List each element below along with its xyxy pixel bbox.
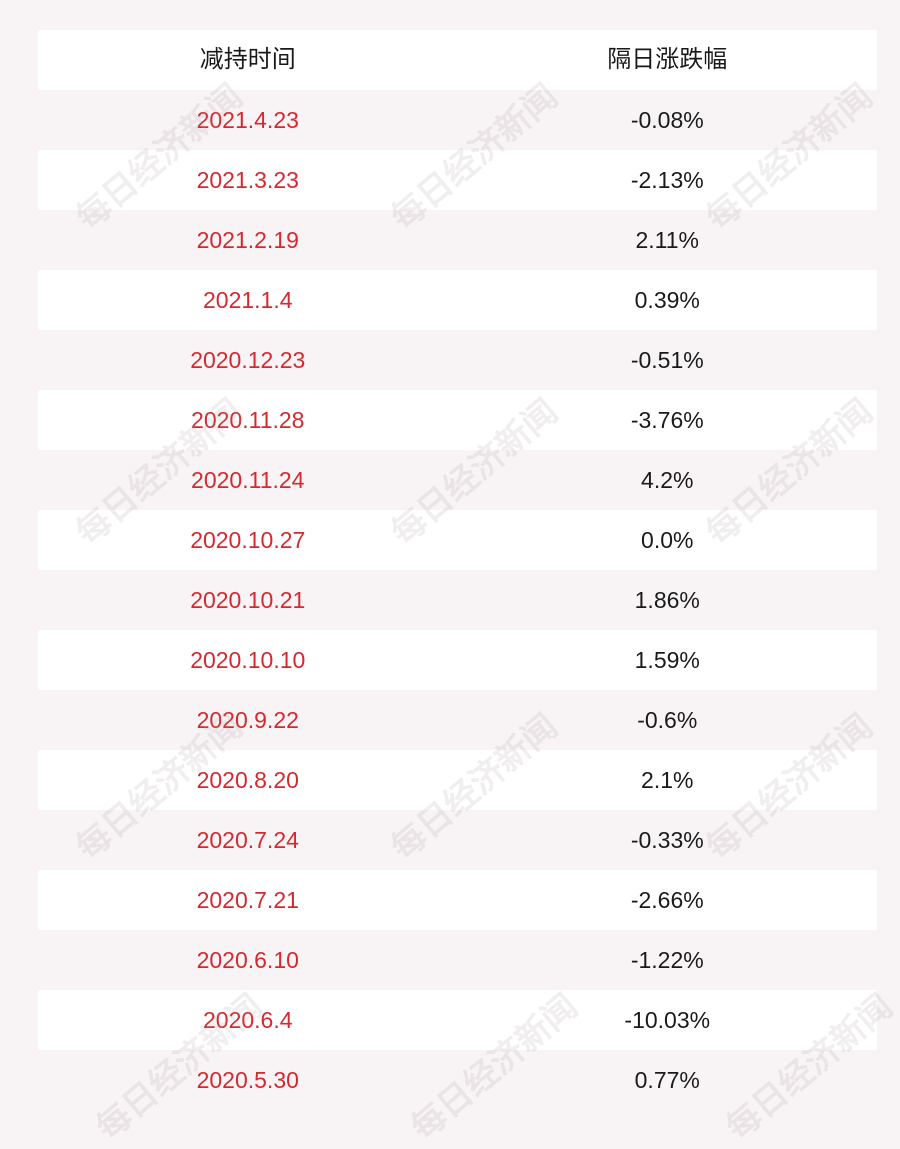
date-cell: 2020.6.10 [196, 947, 299, 973]
table-row: 2020.10.10 1.59% [38, 630, 877, 690]
change-cell: 0.77% [634, 1067, 700, 1093]
change-cell: -1.22% [630, 947, 704, 973]
change-cell: 4.2% [641, 467, 694, 493]
date-cell: 2020.8.20 [196, 767, 299, 793]
date-cell: 2021.1.4 [202, 287, 293, 313]
table-row: 2020.6.10 -1.22% [38, 930, 877, 990]
date-cell: 2020.7.24 [196, 827, 299, 853]
change-cell: 1.86% [634, 587, 700, 613]
date-cell: 2020.6.4 [202, 1007, 293, 1033]
table-row: 2020.12.23 -0.51% [38, 330, 877, 390]
table-row: 2020.10.27 0.0% [38, 510, 877, 570]
table-row: 2021.2.19 2.11% [38, 210, 877, 270]
date-cell: 2020.5.30 [196, 1067, 299, 1093]
table-row: 2020.11.24 4.2% [38, 450, 877, 510]
change-cell: 2.1% [641, 767, 694, 793]
date-cell: 2020.9.22 [196, 707, 299, 733]
date-cell: 2021.2.19 [196, 227, 299, 253]
change-cell: -2.66% [630, 887, 704, 913]
change-cell: 2.11% [635, 227, 699, 253]
table-row: 2021.3.23 -2.13% [38, 150, 877, 210]
table-row: 2020.11.28 -3.76% [38, 390, 877, 450]
change-cell: 0.39% [634, 287, 700, 313]
date-cell: 2021.3.23 [196, 167, 299, 193]
change-cell: -10.03% [624, 1007, 711, 1033]
header-change: 隔日涨跌幅 [607, 46, 728, 73]
table-row: 2020.7.24 -0.33% [38, 810, 877, 870]
date-cell: 2021.4.23 [196, 107, 299, 133]
table-row: 2020.6.4 -10.03% [38, 990, 877, 1050]
date-cell: 2020.10.27 [190, 527, 306, 553]
table-row: 2020.10.21 1.86% [38, 570, 877, 630]
date-cell: 2020.7.21 [196, 887, 299, 913]
change-cell: -0.6% [637, 707, 698, 733]
table-row: 2021.1.4 0.39% [38, 270, 877, 330]
change-cell: -0.33% [630, 827, 704, 853]
change-cell: 0.0% [641, 527, 694, 553]
date-cell: 2020.10.21 [190, 587, 306, 613]
table-row: 2020.5.30 0.77% [38, 1050, 877, 1110]
change-cell: -2.13% [630, 167, 704, 193]
table-header-row: 减持时间 隔日涨跌幅 [38, 30, 877, 90]
date-cell: 2020.12.23 [190, 347, 306, 373]
date-cell: 2020.10.10 [190, 647, 306, 673]
holding-reduction-table: 减持时间 隔日涨跌幅 2021.4.23 -0.08% 2021.3.23 -2… [38, 30, 877, 1110]
change-cell: -0.51% [630, 347, 704, 373]
date-cell: 2020.11.24 [191, 467, 305, 493]
table-row: 2020.9.22 -0.6% [38, 690, 877, 750]
table-row: 2021.4.23 -0.08% [38, 90, 877, 150]
table-row: 2020.7.21 -2.66% [38, 870, 877, 930]
header-date: 减持时间 [199, 46, 296, 73]
date-cell: 2020.11.28 [191, 407, 305, 433]
change-cell: 1.59% [634, 647, 700, 673]
change-cell: -0.08% [630, 107, 704, 133]
table-row: 2020.8.20 2.1% [38, 750, 877, 810]
change-cell: -3.76% [630, 407, 704, 433]
